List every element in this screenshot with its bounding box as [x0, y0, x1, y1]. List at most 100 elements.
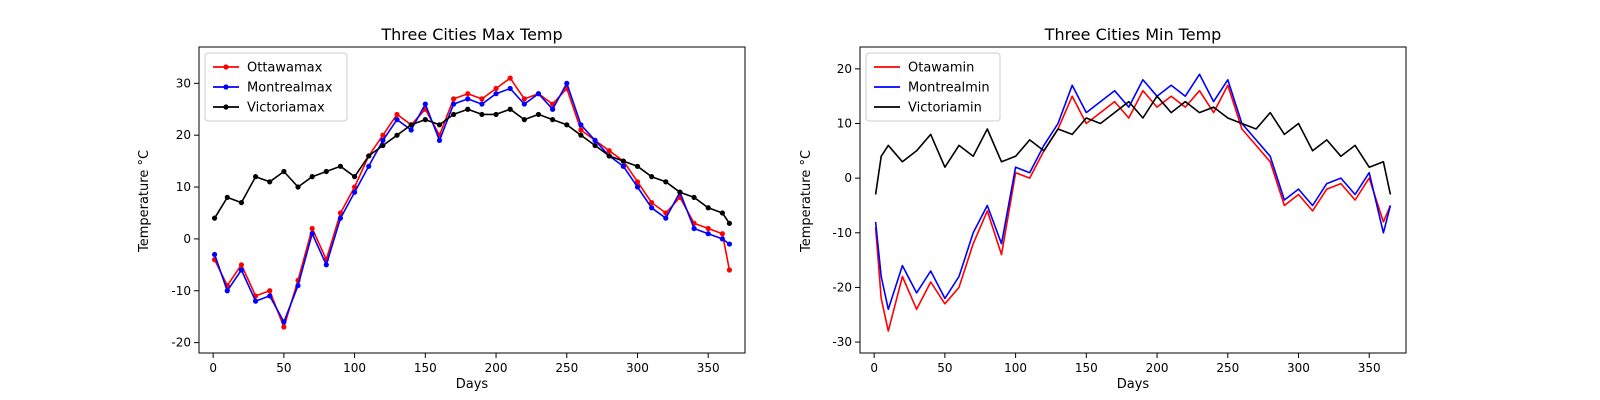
data-point [493, 85, 499, 92]
data-point [267, 179, 273, 185]
data-point [394, 132, 400, 138]
data-point [479, 111, 485, 118]
data-point [252, 174, 259, 180]
chart-title: Three Cities Min Temp [1044, 25, 1222, 44]
legend [204, 52, 348, 122]
data-point [564, 122, 570, 128]
data-point [211, 215, 218, 221]
data-point [238, 267, 245, 273]
x-tick-label: 0 [209, 361, 217, 375]
data-point [578, 122, 584, 128]
legend-marker [223, 64, 229, 70]
data-point [295, 184, 301, 190]
data-point [366, 153, 372, 159]
data-point [719, 236, 725, 242]
y-tick-label: -10 [171, 284, 191, 298]
data-point [408, 122, 414, 128]
data-point [394, 117, 400, 123]
data-point [351, 189, 358, 195]
legend-label: Otawamin [908, 61, 974, 76]
series-line-victoriamax [213, 108, 731, 224]
data-point [620, 163, 626, 169]
data-point [211, 251, 218, 258]
data-point [578, 132, 584, 138]
data-point [521, 117, 527, 123]
data-point [705, 205, 711, 211]
series-line-montrealmax [213, 82, 730, 323]
series-line-otawamin [874, 84, 1392, 332]
data-point [726, 241, 733, 247]
legend-label: Victoriamin [908, 101, 982, 116]
data-point [465, 96, 471, 102]
data-point [677, 189, 683, 195]
y-tick-label: 30 [176, 76, 191, 90]
data-point [436, 122, 443, 128]
data-point [479, 101, 485, 107]
data-point [719, 231, 725, 237]
data-point [550, 106, 556, 112]
data-point [366, 163, 372, 169]
data-point [606, 153, 612, 159]
legend [865, 52, 1001, 122]
x-tick-label: 150 [414, 361, 437, 375]
x-tick-label: 100 [343, 361, 366, 375]
data-point [705, 225, 711, 232]
y-tick-label: -30 [832, 335, 852, 349]
legend-marker [223, 84, 229, 90]
chart-max-temp: Three Cities Max Temp Days Temperature °… [137, 25, 746, 392]
data-point [380, 137, 386, 143]
y-tick-label: 10 [837, 117, 852, 131]
data-point [493, 111, 499, 118]
data-point [267, 293, 273, 299]
data-point [535, 111, 542, 118]
data-point [252, 298, 259, 304]
data-point [705, 231, 711, 237]
data-point [451, 101, 457, 107]
x-tick-label: 350 [697, 361, 720, 375]
chart-title: Three Cities Max Temp [380, 25, 562, 44]
data-point [649, 199, 655, 206]
data-point [535, 91, 542, 97]
series-line-montrealmin [874, 73, 1392, 311]
x-tick-label: 100 [1004, 361, 1027, 375]
legend-label: Montrealmin [908, 81, 990, 96]
data-point [578, 127, 584, 133]
y-tick-label: 0 [844, 171, 852, 185]
y-tick-label: 10 [176, 180, 191, 194]
series-line-ottawamax [213, 77, 731, 328]
data-point [224, 194, 230, 201]
data-point [507, 85, 513, 92]
data-point [422, 101, 428, 107]
data-point [620, 158, 626, 164]
data-point [238, 262, 245, 268]
x-tick-label: 150 [1075, 361, 1098, 375]
legend-marker [223, 104, 229, 110]
data-point [309, 231, 315, 237]
data-point [465, 91, 471, 97]
y-axis-label: Temperature °C [137, 150, 152, 253]
legend-label: Ottawamax [247, 61, 323, 76]
data-point [422, 117, 428, 123]
data-point [380, 142, 386, 149]
data-point [521, 101, 527, 107]
data-point [691, 194, 697, 201]
data-point [351, 174, 358, 180]
y-tick-label: 0 [183, 232, 191, 246]
data-point [663, 215, 669, 221]
x-tick-label: 250 [1216, 361, 1239, 375]
x-tick-label: 200 [485, 361, 508, 375]
data-point [663, 179, 669, 185]
data-point [493, 91, 499, 97]
y-tick-label: 20 [176, 128, 191, 142]
data-point [309, 225, 315, 232]
x-axis-label: Days [456, 377, 489, 392]
data-point [550, 117, 556, 123]
data-point [323, 168, 329, 175]
data-point [649, 174, 655, 180]
data-point [726, 220, 733, 226]
data-point [521, 96, 527, 102]
data-point [634, 184, 641, 190]
y-tick-label: 20 [837, 62, 852, 76]
data-point [281, 324, 287, 330]
